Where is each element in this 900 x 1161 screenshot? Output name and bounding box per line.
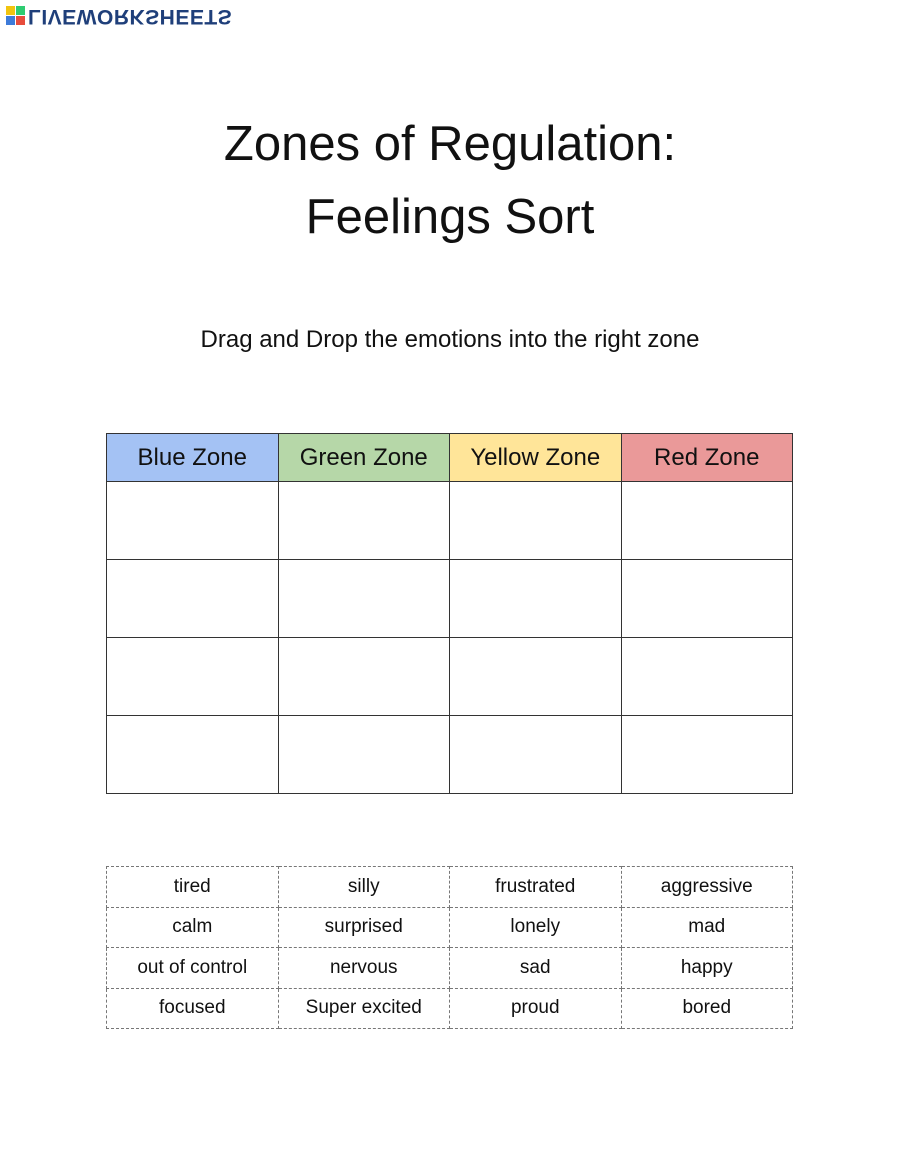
drop-slot[interactable] <box>620 481 793 560</box>
instructions: Drag and Drop the emotions into the righ… <box>200 326 700 353</box>
drop-slot[interactable] <box>449 637 622 716</box>
drop-slot[interactable] <box>277 715 450 794</box>
draggable-emotion[interactable]: lonely <box>449 906 622 948</box>
word-bank: tired silly frustrated aggressive calm surpri… <box>106 866 793 1029</box>
draggable-emotion[interactable]: mad <box>620 906 793 948</box>
logo-squares-icon <box>6 6 25 26</box>
logo-text: LIVEWORKSHEETS <box>28 5 233 28</box>
page-title: Zones of Regulation: Feelings Sort <box>0 108 900 254</box>
drop-slot[interactable] <box>106 715 279 794</box>
draggable-emotion[interactable]: calm <box>106 906 279 948</box>
zone-header-yellow-zone: Yellow Zone <box>449 433 622 482</box>
zone-header-blue-zone: Blue Zone <box>106 433 279 482</box>
zones-table: Blue Zone Green Zone Yellow Zone Red Zone <box>106 433 793 794</box>
drop-slot[interactable] <box>620 715 793 794</box>
zone-header-red-zone: Red Zone <box>620 433 793 482</box>
draggable-emotion[interactable]: proud <box>449 987 622 1029</box>
draggable-emotion[interactable]: Super excited <box>277 987 450 1029</box>
drop-slot[interactable] <box>620 637 793 716</box>
drop-slot[interactable] <box>106 637 279 716</box>
drop-slot[interactable] <box>106 559 279 638</box>
draggable-emotion[interactable]: happy <box>620 947 793 989</box>
zone-header-green-zone: Green Zone <box>277 433 450 482</box>
draggable-emotion[interactable]: focused <box>106 987 279 1029</box>
draggable-emotion[interactable]: frustrated <box>449 866 622 908</box>
draggable-emotion[interactable]: surprised <box>277 906 450 948</box>
draggable-emotion[interactable]: out of control <box>106 947 279 989</box>
drop-slot[interactable] <box>106 481 279 560</box>
drop-slot[interactable] <box>277 637 450 716</box>
drop-slot[interactable] <box>449 715 622 794</box>
title-line-2: Feelings Sort <box>305 190 595 244</box>
draggable-emotion[interactable]: tired <box>106 866 279 908</box>
drop-slot[interactable] <box>277 481 450 560</box>
draggable-emotion[interactable]: bored <box>620 987 793 1029</box>
liveworksheets-logo: LIVEWORKSHEETS <box>6 4 232 28</box>
title-line-1: Zones of Regulation: <box>223 117 677 171</box>
draggable-emotion[interactable]: nervous <box>277 947 450 989</box>
drop-slot[interactable] <box>449 481 622 560</box>
drop-slot[interactable] <box>449 559 622 638</box>
draggable-emotion[interactable]: silly <box>277 866 450 908</box>
draggable-emotion[interactable]: aggressive <box>620 866 793 908</box>
drop-slot[interactable] <box>277 559 450 638</box>
draggable-emotion[interactable]: sad <box>449 947 622 989</box>
drop-slot[interactable] <box>620 559 793 638</box>
